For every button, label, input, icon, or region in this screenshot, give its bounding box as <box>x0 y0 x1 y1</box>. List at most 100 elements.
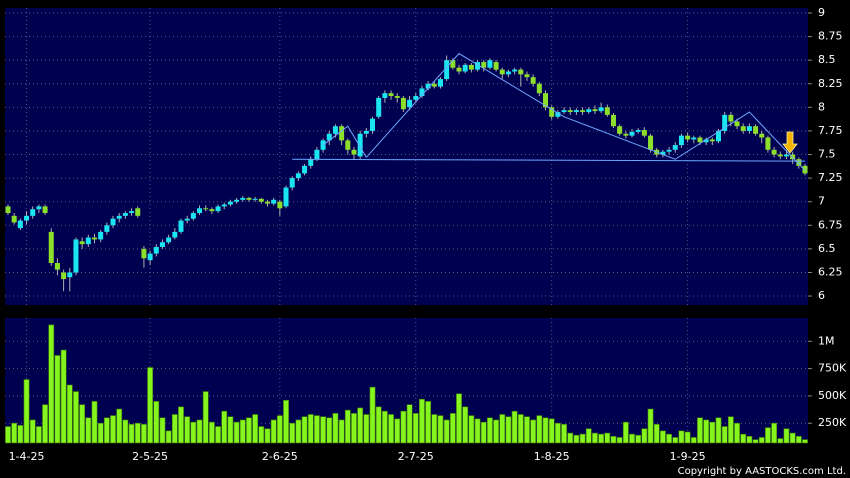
volume-bar <box>431 414 438 444</box>
y-tick-label: 7 <box>818 195 825 208</box>
candle-body <box>648 135 654 150</box>
candle-body <box>326 133 332 141</box>
volume-bar <box>795 436 802 444</box>
candle-body <box>796 159 802 166</box>
volume-bar <box>734 422 740 444</box>
candle-body <box>98 231 104 240</box>
volume-bar <box>412 413 419 444</box>
volume-bar <box>474 418 481 444</box>
volume-bar <box>141 424 147 444</box>
candle-body <box>536 83 542 94</box>
candle-body <box>753 126 759 134</box>
candle-body <box>765 137 771 150</box>
volume-bar <box>17 425 24 444</box>
candle-body <box>308 159 314 166</box>
plot-layer: 6 6.25 6.5 6.75 7 7.25 7.5 7.75 8 8.25 8.5 8.75 9 250… <box>5 6 847 463</box>
candle-body <box>518 69 524 75</box>
candle-body <box>635 129 641 132</box>
candle-body <box>314 149 320 160</box>
volume-bar <box>629 433 635 444</box>
candle-body <box>345 140 351 150</box>
candle-body <box>685 135 691 140</box>
volume-bar <box>29 419 36 444</box>
volume-panel <box>5 318 808 443</box>
candle-body <box>388 93 394 97</box>
volume-bar <box>79 404 86 444</box>
trendline <box>292 158 806 162</box>
volume-bar <box>134 422 141 444</box>
volume-bar <box>678 430 685 444</box>
candle-body <box>141 248 147 259</box>
candle-body <box>481 62 487 68</box>
candle-body <box>363 130 369 134</box>
candle-body <box>252 198 258 200</box>
volume-bar <box>468 415 475 444</box>
candle-body <box>351 149 357 155</box>
volume-bar <box>307 414 314 444</box>
volume-bar <box>239 419 246 444</box>
y-tick-label: 8.5 <box>818 53 836 66</box>
volume-bar <box>252 414 259 444</box>
candle-body <box>61 272 67 280</box>
volume-bar <box>487 417 493 444</box>
candle-body <box>678 135 684 146</box>
candle-body <box>357 133 363 157</box>
candle-body <box>567 110 573 113</box>
volume-bar <box>258 426 265 444</box>
candle-body <box>376 97 382 117</box>
candle-body <box>580 110 586 113</box>
candle-body <box>691 137 697 140</box>
volume-bar <box>777 438 784 444</box>
candle-body <box>91 237 97 240</box>
volume-bar <box>66 384 73 444</box>
candle-body <box>11 215 17 223</box>
volume-tick-label: 500K <box>818 389 847 402</box>
y-tick-label: 8.75 <box>818 30 843 43</box>
candle-body <box>728 114 734 122</box>
volume-bar <box>771 422 778 444</box>
volume-bar <box>233 421 240 444</box>
x-tick-label: 2-5-25 <box>132 450 168 463</box>
y-tick-label: 6.5 <box>818 242 836 255</box>
trendline <box>365 52 806 171</box>
candle-body <box>36 206 42 210</box>
volume-bar <box>85 417 92 444</box>
y-tick-label: 8.25 <box>818 77 843 90</box>
volume-bar <box>783 428 790 444</box>
candle-body <box>592 109 598 112</box>
volume-bar <box>530 419 537 444</box>
x-tick-label: 2-7-25 <box>398 450 434 463</box>
copyright: Copyright by AASTOCKS.com Ltd. <box>678 466 846 477</box>
volume-bar <box>666 433 672 444</box>
candle-body <box>221 204 227 207</box>
volume-tick-label: 1M <box>818 334 835 347</box>
volume-bar <box>542 417 549 444</box>
trendline <box>322 125 367 158</box>
candle-body <box>289 178 295 188</box>
volume-bar <box>388 414 394 444</box>
volume-bar <box>709 421 716 444</box>
candle-body <box>203 208 209 210</box>
y-tick-label: 6 <box>818 289 825 302</box>
volume-bar <box>598 433 605 444</box>
volume-bar <box>153 401 160 444</box>
candle-body <box>246 197 252 200</box>
candle-body <box>573 110 579 113</box>
candle-body <box>54 263 60 270</box>
candle-body <box>783 154 789 157</box>
candle-body <box>524 74 530 78</box>
volume-bar <box>35 426 42 444</box>
candle-body <box>30 209 36 216</box>
candle-body <box>740 126 746 131</box>
candle-body <box>697 137 703 143</box>
volume-bar <box>592 432 598 444</box>
candle-body <box>197 208 203 214</box>
volume-bar <box>610 436 617 444</box>
candle-body <box>549 107 555 117</box>
candle-body <box>617 126 623 134</box>
candle-body <box>561 110 567 113</box>
volume-bar <box>314 415 320 444</box>
candle-body <box>5 206 11 214</box>
volume-bar <box>295 419 302 444</box>
candle-body <box>493 62 499 70</box>
